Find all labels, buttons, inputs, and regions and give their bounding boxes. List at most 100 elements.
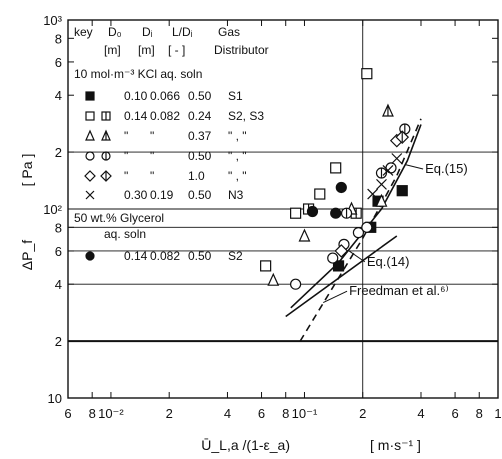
y-tick-label: 4 xyxy=(55,88,62,103)
circle-open-marker xyxy=(85,151,95,161)
diamond-barred-marker xyxy=(100,170,112,182)
legend-header: D₀ xyxy=(108,25,122,39)
legend-cell: 0.24 xyxy=(188,109,212,123)
square-open-marker xyxy=(85,111,95,121)
legend-cell: " , " xyxy=(228,169,247,183)
annotation-arrow xyxy=(404,163,424,170)
circle-open-marker xyxy=(327,252,339,264)
diamond-barred-marker xyxy=(395,130,410,144)
data-points xyxy=(260,68,411,290)
annotation-arrow xyxy=(348,250,366,263)
circle-open-marker xyxy=(352,227,365,239)
legend-cell: 0.10 xyxy=(124,89,148,103)
triangle-open-marker xyxy=(85,129,95,141)
square-open-marker xyxy=(314,188,326,200)
x-tick-label: 6 xyxy=(451,406,458,421)
circle-barred-marker xyxy=(101,151,111,161)
cross-marker xyxy=(382,164,394,176)
y-tick-label: 10³ xyxy=(43,13,62,28)
y-tick-label: 2 xyxy=(55,334,62,349)
legend-cell: " xyxy=(150,129,154,143)
legend-cell: 0.082 xyxy=(150,249,180,263)
circle-open-marker xyxy=(290,278,302,290)
legend-cell: 0.19 xyxy=(150,188,174,202)
triangle-open-marker xyxy=(298,228,311,242)
x-tick-label: 8 xyxy=(89,406,96,421)
legend-cell: 0.50 xyxy=(188,188,212,202)
legend: key D₀ Dᵢ L/Dᵢ Gas [m] [m] [ - ] Distributor 10 m… xyxy=(74,25,269,263)
legend-cell: 0.14 xyxy=(124,249,148,263)
legend-cell: 0.37 xyxy=(188,129,212,143)
x-tick-label: 1 xyxy=(494,406,501,421)
legend-header: Gas xyxy=(218,25,240,39)
legend-header: L/Dᵢ xyxy=(172,25,193,39)
y-tick-label: 2 xyxy=(55,145,62,160)
circle-filled-marker xyxy=(335,181,347,194)
circle-filled-marker xyxy=(306,205,319,218)
legend-cell: N3 xyxy=(228,188,244,202)
legend-unit: [m] xyxy=(104,43,121,57)
legend-cell: S2, S3 xyxy=(228,109,264,123)
y-tick-label: 4 xyxy=(55,277,62,292)
legend-cell: 0.082 xyxy=(150,109,180,123)
diamond-open-marker xyxy=(84,170,96,182)
triangle-open-marker xyxy=(267,272,280,286)
x-axis-unit: [ m·s⁻¹ ] xyxy=(370,437,421,453)
legend-cell: " xyxy=(124,129,128,143)
triangle-barred-marker xyxy=(101,129,111,141)
legend-cell: " , " xyxy=(228,129,247,143)
x-tick-label: 10⁻¹ xyxy=(292,406,318,421)
square-barred-marker xyxy=(101,111,111,121)
legend-group-label: aq. soln xyxy=(104,227,146,241)
legend-group-label: 50 wt.% Glycerol xyxy=(74,211,164,225)
legend-unit: [ - ] xyxy=(168,43,185,57)
y-axis-label: ΔP_f xyxy=(19,240,35,270)
x-tick-label: 8 xyxy=(476,406,483,421)
annotations: Eq.(15) Eq.(14) Freedman et al.⁶⁾ xyxy=(323,161,468,303)
legend-cell: 0.50 xyxy=(188,149,212,163)
triangle-barred-marker xyxy=(382,103,394,117)
legend-cell: 0.30 xyxy=(124,188,148,202)
y-tick-label: 6 xyxy=(55,55,62,70)
legend-cell: " xyxy=(124,169,128,183)
square-open-marker xyxy=(361,68,373,80)
legend-cell: 1.0 xyxy=(188,169,205,183)
legend-header: Dᵢ xyxy=(142,25,153,39)
y-tick-label: 8 xyxy=(55,31,62,46)
circle-filled-marker xyxy=(330,207,342,219)
legend-cell: " xyxy=(150,149,154,163)
x-tick-label: 4 xyxy=(224,406,231,421)
legend-cell: 0.066 xyxy=(150,89,180,103)
legend-cell: 0.50 xyxy=(188,249,212,263)
circle-barred-marker xyxy=(340,207,353,219)
y-tick-label: 10² xyxy=(43,202,62,217)
square-open-marker xyxy=(330,162,342,174)
legend-unit: [m] xyxy=(138,43,155,57)
cross-marker xyxy=(85,190,95,200)
y-tick-label: 6 xyxy=(55,244,62,259)
legend-unit: Distributor xyxy=(214,43,269,57)
cross-marker xyxy=(376,178,387,190)
y-tick-label: 10 xyxy=(48,391,62,406)
cross-marker xyxy=(391,153,403,164)
x-tick-label: 6 xyxy=(64,406,71,421)
legend-cell: 0.50 xyxy=(188,89,212,103)
correlation-line xyxy=(285,235,398,318)
x-tick-label: 4 xyxy=(417,406,424,421)
y-axis-unit: [ Pa ] xyxy=(19,154,35,187)
annotation-label: Freedman et al.⁶⁾ xyxy=(349,283,449,298)
x-tick-label: 2 xyxy=(166,406,173,421)
square-filled-marker xyxy=(332,260,345,272)
legend-group-label: 10 mol·m⁻³ KCl aq. soln xyxy=(74,67,202,81)
legend-cell: S2 xyxy=(228,249,243,263)
grid-lines xyxy=(68,20,498,398)
correlation-lines xyxy=(285,118,422,342)
annotation-label: Eq.(15) xyxy=(425,161,468,176)
x-tick-label: 10⁻² xyxy=(98,406,124,421)
legend-cell: " , " xyxy=(228,149,247,163)
y-tick-label: 8 xyxy=(55,220,62,235)
square-filled-marker xyxy=(396,185,408,197)
square-filled-marker xyxy=(85,91,95,101)
